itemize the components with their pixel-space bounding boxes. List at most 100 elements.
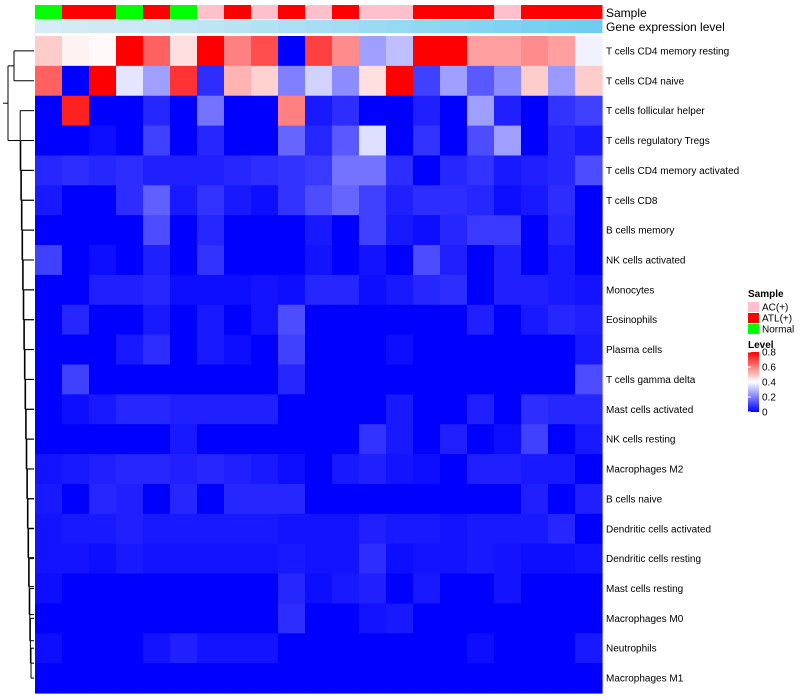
heatmap-cell <box>278 215 306 246</box>
heatmap-cell <box>170 185 198 216</box>
sample-legend-swatch <box>748 324 759 334</box>
heatmap-cell <box>251 95 279 127</box>
heatmap-cell <box>467 125 495 157</box>
heatmap-cell <box>467 483 495 515</box>
heatmap-cell <box>359 155 387 186</box>
heatmap-cell <box>575 36 603 67</box>
gene-expression-annotation-cell <box>467 20 495 33</box>
heatmap-cell <box>521 125 549 157</box>
gene-expression-annotation-cell <box>224 20 252 33</box>
heatmap-cell <box>359 633 387 664</box>
heatmap-cell <box>440 573 468 605</box>
sample-annotation-cell <box>494 5 522 19</box>
sample-annotation-cell <box>116 5 144 19</box>
heatmap-cell <box>170 573 198 605</box>
heatmap-cell <box>494 155 522 186</box>
heatmap-cell <box>467 424 495 455</box>
heatmap-cell <box>521 65 549 97</box>
heatmap-cell <box>62 603 90 634</box>
sample-legend-label: Normal <box>762 325 794 336</box>
heatmap-cell <box>89 513 117 545</box>
heatmap-cell <box>143 483 171 515</box>
heatmap-cell <box>440 633 468 664</box>
heatmap-cell <box>62 274 90 306</box>
heatmap-cell <box>521 483 549 515</box>
heatmap-cell <box>440 394 468 425</box>
heatmap-cell <box>413 633 441 664</box>
heatmap-cell <box>251 543 279 575</box>
heatmap-cell <box>305 155 333 186</box>
heatmap-cell <box>143 513 171 545</box>
heatmap-cell <box>116 633 144 664</box>
heatmap-cell <box>359 573 387 605</box>
heatmap-cell <box>494 603 522 634</box>
heatmap-cell <box>413 215 441 246</box>
heatmap-cell <box>413 543 441 575</box>
heatmap-cell <box>332 454 360 485</box>
heatmap-cell <box>278 663 306 694</box>
heatmap-cell <box>62 215 90 246</box>
heatmap-cell <box>62 334 90 366</box>
heatmap-cell <box>467 573 495 605</box>
heatmap-cell <box>305 245 333 276</box>
gene-expression-annotation-cell <box>35 20 63 33</box>
sample-annotation-cell <box>575 5 603 19</box>
heatmap-cell <box>224 454 252 485</box>
heatmap-cell <box>89 394 117 425</box>
heatmap-cell <box>413 424 441 455</box>
heatmap-cell <box>548 573 576 605</box>
heatmap-cell <box>143 155 171 186</box>
heatmap-cell <box>413 663 441 694</box>
heatmap-cell <box>62 483 90 515</box>
heatmap-cell <box>440 513 468 545</box>
heatmap-cell <box>359 483 387 515</box>
heatmap-cell <box>440 454 468 485</box>
heatmap-cell <box>521 215 549 246</box>
heatmap-cell <box>359 185 387 216</box>
heatmap-cell <box>386 334 414 366</box>
heatmap-cell <box>170 513 198 545</box>
gene-expression-annotation-cell <box>332 20 360 33</box>
sample-legend-swatch <box>748 302 759 312</box>
row-label: T cells gamma delta <box>606 375 696 386</box>
heatmap-cell <box>143 274 171 306</box>
heatmap-cell <box>197 245 225 276</box>
heatmap-cell <box>224 573 252 605</box>
heatmap-cell <box>89 543 117 575</box>
heatmap-cell <box>521 36 549 67</box>
heatmap-cell <box>548 245 576 276</box>
heatmap-cell <box>305 95 333 127</box>
heatmap-cell <box>251 274 279 306</box>
heatmap-cell <box>521 394 549 425</box>
heatmap-cell <box>224 65 252 97</box>
heatmap-cell <box>170 274 198 306</box>
heatmap-cell <box>170 603 198 634</box>
heatmap-cell <box>251 603 279 634</box>
heatmap-cell <box>224 36 252 67</box>
heatmap-cell <box>494 304 522 336</box>
heatmap-cell <box>332 304 360 336</box>
heatmap-cell <box>386 663 414 694</box>
heatmap-cell <box>251 454 279 485</box>
heatmap-cell <box>440 663 468 694</box>
gene-expression-annotation-label: Gene expression level <box>606 20 725 34</box>
heatmap-cell <box>494 364 522 395</box>
row-label: B cells naive <box>606 494 663 505</box>
heatmap-cell <box>332 125 360 157</box>
heatmap-cell <box>359 245 387 276</box>
heatmap-cell <box>278 543 306 575</box>
heatmap-cell <box>62 125 90 157</box>
heatmap-cell <box>89 364 117 395</box>
heatmap-cell <box>35 364 63 395</box>
heatmap-cell <box>548 304 576 336</box>
heatmap-cell <box>440 65 468 97</box>
heatmap-cell <box>89 573 117 605</box>
heatmap-cell <box>143 633 171 664</box>
heatmap-cell <box>251 483 279 515</box>
heatmap-cell <box>197 483 225 515</box>
heatmap-cell <box>575 513 603 545</box>
heatmap-cell <box>548 633 576 664</box>
heatmap-cell <box>521 603 549 634</box>
heatmap-cell <box>332 95 360 127</box>
